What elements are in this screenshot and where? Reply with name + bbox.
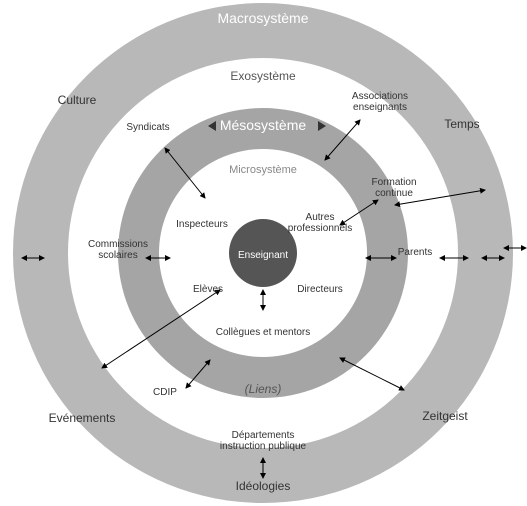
exo-label-4: Parents	[398, 247, 432, 258]
outer-label-4: Idéologies	[236, 479, 291, 493]
exo-label-2-line0: Formation	[371, 177, 416, 188]
outer-label-0: Culture	[58, 93, 97, 107]
ring-label-0: Macrosystème	[217, 10, 308, 26]
exo-label-0: Syndicats	[126, 122, 169, 133]
exo-label-6-line1: instruction publique	[220, 441, 307, 452]
micro-label-0: Inspecteurs	[176, 219, 228, 230]
ring-label-4: Enseignant	[238, 250, 288, 261]
ring-label-3: Microsystème	[229, 164, 297, 176]
outer-label-1: Temps	[444, 117, 479, 131]
outer-label-3: Zeitgeist	[422, 409, 468, 423]
liens-label: (Liens)	[245, 382, 282, 396]
exo-label-3-line0: Commissions	[88, 239, 148, 250]
micro-label-1-line0: Autres	[306, 212, 335, 223]
ring-label-1: Exosystème	[230, 69, 296, 83]
micro-label-4: Collègues et mentors	[216, 327, 311, 338]
exo-label-1-line0: Associations	[352, 91, 408, 102]
micro-label-2: Elèves	[193, 284, 223, 295]
exo-label-3-line1: scolaires	[98, 250, 137, 261]
exo-label-2-line1: continue	[375, 188, 413, 199]
exo-label-5: CDIP	[153, 387, 177, 398]
exo-label-6-line0: Départements	[232, 430, 295, 441]
micro-label-1-line1: professionnels	[288, 223, 352, 234]
ring-label-2: Mésosystème	[220, 117, 307, 133]
exo-label-1-line1: enseignants	[353, 102, 407, 113]
micro-label-3: Directeurs	[297, 284, 343, 295]
outer-label-2: Evénements	[49, 411, 116, 425]
